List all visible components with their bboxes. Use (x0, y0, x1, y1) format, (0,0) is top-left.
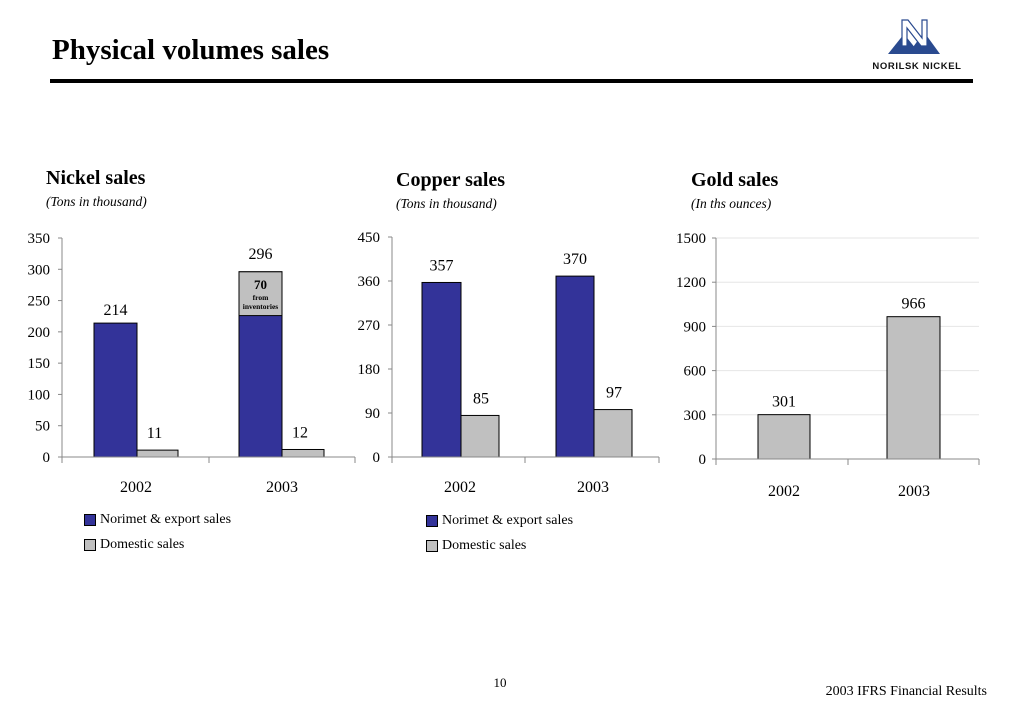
logo-text: NORILSK NICKEL (872, 61, 962, 72)
legend-label-domestic: Domestic sales (100, 537, 185, 552)
nickel-bar-domestic-2003 (281, 448, 325, 458)
nickel-bar-norimet-2002 (93, 322, 138, 458)
nickel-y-tick-label: 0 (43, 450, 51, 466)
legend-item-norimet: Norimet & export sales (426, 513, 573, 529)
gold-category-label: 2003 (898, 483, 930, 500)
legend-label-domestic: Domestic sales (442, 538, 527, 553)
copper-data-label: 85 (473, 390, 489, 407)
nickel-y-tick-label: 100 (28, 387, 51, 403)
gold-y-tick-label: 1500 (676, 231, 706, 247)
legend-item-domestic: Domestic sales (84, 537, 231, 553)
copper-y-tick-label: 180 (358, 362, 381, 378)
nickel-legend: Norimet & export sales Domestic sales (84, 512, 231, 562)
gold-y-tick-label: 1200 (676, 275, 706, 291)
legend-item-domestic: Domestic sales (426, 538, 573, 554)
nickel-chart-subtitle: (Tons in thousand) (46, 194, 147, 209)
norilsk-nickel-logo-icon (888, 19, 940, 54)
company-logo: NORILSK NICKEL (862, 18, 972, 74)
gold-bar-domestic-2003 (886, 316, 941, 460)
nickel-inventory-note: inventories (243, 302, 278, 311)
gold-y-tick-label: 600 (684, 364, 707, 380)
nickel-y-tick-label: 350 (28, 231, 51, 247)
page-title: Physical volumes sales (52, 34, 330, 66)
legend-label-norimet: Norimet & export sales (442, 513, 574, 528)
copper-y-tick-label: 270 (358, 318, 381, 334)
copper-y-tick-label: 0 (373, 450, 381, 466)
copper-data-label: 357 (430, 257, 454, 274)
nickel-bar-domestic-2002 (136, 449, 179, 458)
copper-bar-norimet-2003 (555, 275, 595, 458)
copper-bar-domestic-2003 (593, 409, 633, 458)
gold-chart-title: Gold sales (691, 169, 779, 191)
nickel-data-label: 11 (147, 425, 162, 442)
copper-y-tick-label: 90 (365, 406, 380, 422)
nickel-data-label: 12 (292, 424, 308, 441)
nickel-data-label: 214 (104, 302, 128, 319)
copper-category-label: 2002 (444, 479, 476, 496)
nickel-category-label: 2003 (266, 479, 298, 496)
nickel-category-label: 2002 (120, 479, 152, 496)
domestic-swatch (426, 540, 438, 552)
nickel-y-tick-label: 300 (28, 262, 51, 278)
copper-y-tick-label: 360 (358, 274, 381, 290)
nickel-data-label: 296 (249, 246, 273, 263)
nickel-inventory-value: 70 (254, 277, 267, 292)
gold-category-label: 2002 (768, 483, 800, 500)
nickel-y-tick-label: 250 (28, 294, 51, 310)
copper-chart-title: Copper sales (396, 169, 506, 191)
gold-chart-subtitle: (In ths ounces) (691, 196, 772, 211)
norimet-swatch (426, 515, 438, 527)
copper-category-label: 2003 (577, 479, 609, 496)
nickel-y-tick-label: 50 (35, 419, 50, 435)
legend-label-norimet: Norimet & export sales (100, 512, 232, 527)
page-number: 10 (493, 675, 507, 690)
legend-item-norimet: Norimet & export sales (84, 512, 231, 528)
gold-y-tick-label: 300 (684, 408, 707, 424)
copper-legend: Norimet & export sales Domestic sales (426, 513, 573, 563)
nickel-inventory-bar (238, 271, 283, 317)
nickel-y-tick-label: 200 (28, 325, 51, 341)
copper-bar-norimet-2002 (421, 281, 462, 458)
copper-data-label: 97 (606, 385, 622, 402)
domestic-swatch (84, 539, 96, 551)
footer-text: 2003 IFRS Financial Results (825, 684, 987, 699)
copper-bar-domestic-2002 (460, 414, 500, 458)
gold-y-tick-label: 900 (684, 319, 707, 335)
norimet-swatch (84, 514, 96, 526)
copper-chart-subtitle: (Tons in thousand) (396, 196, 497, 211)
gold-data-label: 966 (902, 296, 926, 313)
gold-bar-domestic-2002 (757, 414, 811, 460)
copper-data-label: 370 (563, 251, 587, 268)
nickel-y-tick-label: 150 (28, 356, 51, 372)
gold-data-label: 301 (772, 394, 796, 411)
gold-y-tick-label: 0 (699, 452, 707, 468)
title-rule (50, 79, 973, 83)
nickel-inventory-note: from (253, 293, 269, 302)
nickel-chart-title: Nickel sales (46, 167, 146, 189)
copper-y-tick-label: 450 (358, 230, 381, 246)
